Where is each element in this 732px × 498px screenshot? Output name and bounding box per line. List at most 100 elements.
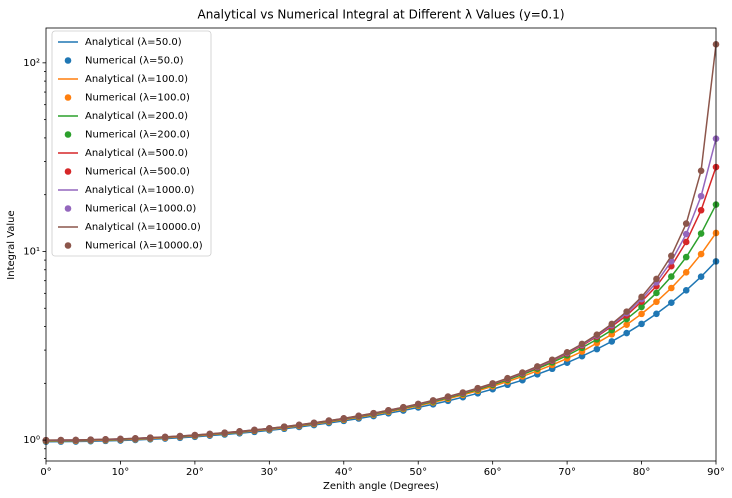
data-point (102, 436, 109, 443)
data-point (117, 435, 124, 443)
data-point (593, 331, 601, 338)
data-point (608, 338, 616, 345)
data-point (310, 419, 318, 427)
data-point (221, 429, 228, 436)
data-point (593, 345, 601, 353)
data-point (325, 417, 333, 424)
data-point (563, 349, 571, 356)
x-tick-label: 40° (335, 467, 353, 478)
data-point (355, 412, 362, 420)
legend-label: Analytical (λ=10000.0) (85, 222, 201, 233)
data-point (295, 421, 303, 429)
legend-marker (64, 242, 72, 249)
plot-area (42, 41, 720, 445)
data-point (57, 436, 65, 444)
data-point (400, 403, 407, 411)
data-point (653, 275, 660, 283)
data-point (548, 356, 556, 364)
data-point (653, 289, 660, 297)
x-tick-label: 60° (484, 467, 502, 478)
data-point (638, 310, 645, 318)
data-point (161, 433, 169, 441)
x-tick-label: 20° (186, 467, 204, 478)
x-tick-label: 50° (409, 467, 427, 478)
data-point (191, 431, 199, 439)
data-point (623, 308, 630, 315)
legend-marker (64, 94, 72, 101)
data-point (385, 406, 392, 414)
data-point (578, 352, 586, 360)
legend-label: Analytical (λ=200.0) (85, 111, 188, 122)
data-point (206, 430, 214, 438)
data-point (534, 363, 541, 370)
data-point (697, 206, 705, 214)
data-point (668, 284, 675, 292)
data-point (638, 303, 645, 311)
data-point (87, 436, 94, 443)
data-point (459, 389, 467, 396)
data-point (682, 220, 690, 227)
legend-label: Analytical (λ=100.0) (85, 74, 188, 85)
legend-label: Numerical (λ=50.0) (85, 56, 184, 67)
series-line (45, 260, 717, 443)
data-point (668, 273, 675, 280)
data-point (697, 230, 705, 237)
x-tick-label: 10° (112, 467, 130, 478)
data-point (682, 230, 690, 238)
data-point (682, 287, 690, 294)
data-point (251, 426, 258, 434)
x-axis-label: Zenith angle (Degrees) (323, 481, 439, 492)
data-point (370, 409, 377, 417)
data-point (72, 436, 80, 444)
legend-label: Numerical (λ=1000.0) (85, 204, 196, 215)
legend-marker (64, 205, 72, 212)
data-point (682, 268, 690, 276)
data-point (638, 320, 645, 328)
data-point (489, 380, 496, 387)
axes-frame (45, 27, 717, 462)
data-point (668, 299, 675, 306)
y-tick-label: 10⁰ (23, 435, 40, 446)
data-point (146, 434, 154, 441)
legend: Analytical (λ=50.0) Numerical (λ=50.0) Ana… (51, 30, 212, 257)
data-point (623, 321, 630, 328)
data-point (653, 298, 660, 306)
data-point (697, 250, 705, 258)
legend-box (51, 30, 212, 257)
legend-label: Analytical (λ=50.0) (85, 37, 182, 48)
y-tick-label: 10¹ (23, 246, 40, 257)
legend-marker (64, 168, 72, 175)
legend-label: Numerical (λ=10000.0) (85, 241, 203, 252)
data-point (682, 253, 690, 261)
data-point (474, 384, 482, 392)
legend-label: Numerical (λ=500.0) (85, 167, 190, 178)
legend-label: Numerical (λ=200.0) (85, 130, 190, 141)
x-tick-label: 30° (260, 467, 278, 478)
data-point (414, 400, 422, 408)
data-point (519, 369, 526, 376)
data-point (280, 423, 288, 430)
x-tick-label: 70° (558, 467, 576, 478)
data-point (266, 425, 273, 432)
data-point (429, 397, 437, 404)
chart-title: Analytical vs Numerical Integral at Diff… (197, 8, 564, 22)
data-point (578, 340, 586, 348)
data-point (340, 415, 348, 422)
series-line (45, 44, 717, 441)
data-point (653, 310, 660, 318)
data-point (444, 393, 452, 400)
data-point (132, 435, 139, 442)
x-tick-label: 80° (633, 467, 651, 478)
data-point (638, 293, 645, 301)
data-point (697, 167, 705, 175)
y-axis-label: Integral Value (6, 210, 17, 279)
legend-label: Numerical (λ=100.0) (85, 93, 190, 104)
y-tick-label: 10² (23, 58, 40, 69)
legend-marker (64, 131, 72, 138)
data-point (697, 273, 705, 280)
data-point (668, 252, 675, 260)
x-tick-label: 0° (40, 467, 51, 478)
data-point (697, 192, 705, 200)
data-point (176, 432, 184, 440)
